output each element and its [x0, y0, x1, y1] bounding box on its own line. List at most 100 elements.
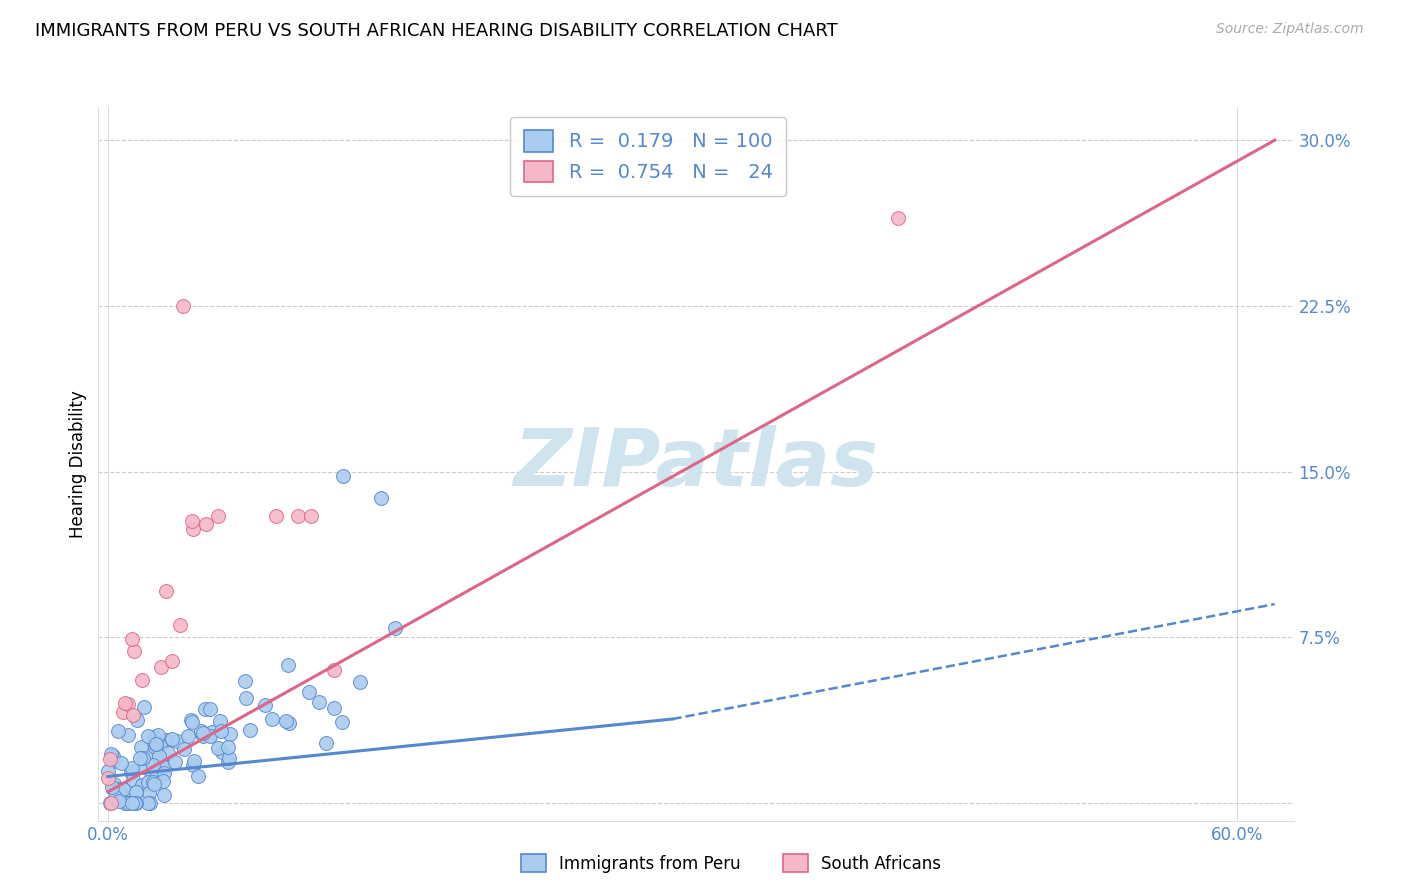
Point [217, 739, 239, 754]
Point [122, 772, 145, 787]
Point [152, 788, 174, 802]
Point [129, 740, 152, 755]
Point [100, 747, 122, 761]
Point [143, 740, 166, 755]
Point [124, 796, 146, 810]
Point [181, 522, 204, 536]
Point [198, 702, 221, 716]
Point [121, 796, 143, 810]
Point [101, 748, 124, 763]
Point [138, 796, 160, 810]
Y-axis label: Hearing Disability: Hearing Disability [69, 390, 87, 538]
Point [209, 724, 232, 739]
Point [194, 701, 217, 715]
Point [160, 654, 183, 668]
Point [218, 751, 240, 765]
Point [142, 746, 165, 760]
Point [136, 774, 159, 789]
Point [276, 714, 298, 728]
Point [195, 517, 218, 532]
Point [177, 730, 200, 744]
Point [145, 737, 167, 751]
Point [143, 777, 166, 791]
Point [136, 796, 159, 810]
Point [207, 741, 229, 756]
Point [122, 643, 145, 657]
Point [101, 780, 124, 794]
Point [149, 739, 172, 753]
Point [145, 737, 167, 751]
Point [166, 734, 188, 748]
Point [173, 742, 195, 756]
Point [277, 715, 299, 730]
Point [253, 698, 276, 712]
Point [103, 777, 125, 791]
Point [349, 674, 371, 689]
Point [142, 758, 165, 772]
Point [181, 514, 204, 528]
Point [183, 754, 205, 768]
Point [143, 730, 166, 744]
Point [155, 584, 177, 599]
Point [138, 786, 160, 800]
Point [191, 726, 214, 740]
Point [155, 733, 177, 747]
Point [165, 755, 187, 769]
Point [104, 789, 127, 804]
Point [186, 768, 208, 782]
Point [131, 778, 153, 792]
Point [211, 745, 233, 759]
Point [384, 621, 406, 635]
Point [190, 724, 212, 739]
Point [308, 695, 330, 709]
Point [233, 673, 256, 688]
Point [322, 664, 344, 678]
Point [322, 700, 344, 714]
Point [121, 761, 143, 775]
Point [180, 714, 202, 728]
Point [120, 764, 142, 779]
Point [145, 766, 167, 780]
Point [172, 299, 194, 313]
Point [117, 796, 139, 810]
Text: ZIPatlas: ZIPatlas [513, 425, 879, 503]
Point [124, 785, 146, 799]
Point [181, 715, 204, 730]
Point [277, 657, 299, 672]
Point [193, 729, 215, 743]
Point [201, 725, 224, 739]
Point [141, 764, 163, 779]
Point [117, 728, 139, 742]
Point [219, 727, 242, 741]
Point [160, 731, 183, 746]
Legend: Immigrants from Peru, South Africans: Immigrants from Peru, South Africans [515, 847, 948, 880]
Point [152, 760, 174, 774]
Point [207, 508, 229, 523]
Point [97, 771, 120, 785]
Point [136, 729, 159, 743]
Point [121, 632, 143, 647]
Point [132, 699, 155, 714]
Point [156, 746, 179, 760]
Point [100, 796, 122, 810]
Point [332, 469, 354, 483]
Point [315, 736, 337, 750]
Point [132, 759, 155, 773]
Point [107, 781, 129, 796]
Point [107, 724, 129, 739]
Point [183, 758, 205, 772]
Point [299, 508, 322, 523]
Point [152, 773, 174, 788]
Point [330, 715, 353, 730]
Point [114, 696, 136, 710]
Point [117, 697, 139, 711]
Point [149, 660, 172, 674]
Point [111, 781, 134, 796]
Point [125, 785, 148, 799]
Point [127, 713, 149, 727]
Point [146, 728, 169, 742]
Point [209, 714, 232, 729]
Point [98, 752, 121, 766]
Point [264, 508, 287, 523]
Point [370, 491, 392, 505]
